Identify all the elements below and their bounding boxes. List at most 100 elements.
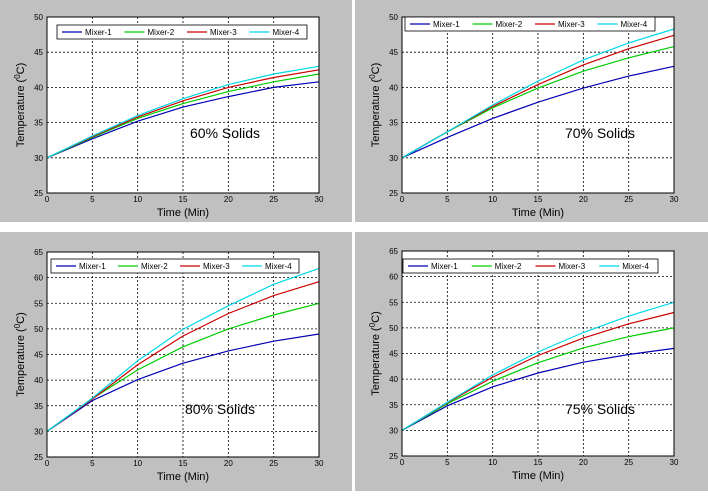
x-tick-label: 20 bbox=[224, 195, 233, 204]
grid-lines bbox=[47, 17, 319, 193]
y-tick-label: 50 bbox=[389, 13, 398, 22]
legend-label: Mixer-1 bbox=[85, 28, 112, 37]
legend: Mixer-1 Mixer-2 Mixer-3 Mixer-4 bbox=[402, 258, 659, 274]
legend-label: Mixer-3 bbox=[203, 262, 230, 271]
legend-label: Mixer-1 bbox=[433, 20, 460, 29]
series-line-mixer-1 bbox=[401, 347, 675, 431]
legend-label: Mixer-2 bbox=[148, 28, 175, 37]
legend: Mixer-1 Mixer-2 Mixer-3 Mixer-4 bbox=[56, 24, 308, 40]
series-line-mixer-1 bbox=[401, 65, 675, 159]
solids-annotation: 75% Solids bbox=[565, 401, 635, 417]
grid-lines bbox=[402, 251, 674, 456]
x-tick-label: 5 bbox=[445, 458, 450, 467]
x-tick-label: 10 bbox=[488, 458, 497, 467]
x-tick-label: 25 bbox=[624, 458, 633, 467]
grid-lines bbox=[402, 17, 674, 193]
y-axis-label: Temperature (0C) bbox=[368, 63, 383, 148]
x-tick-label: 0 bbox=[45, 459, 50, 468]
y-tick-label: 60 bbox=[389, 273, 398, 282]
y-tick-label: 45 bbox=[34, 351, 43, 360]
legend-label: Mixer-2 bbox=[495, 262, 522, 271]
x-tick-label: 15 bbox=[534, 458, 543, 467]
legend-box bbox=[404, 16, 656, 32]
chart-panel-80-solids: 0 5 10 15 20 25 30 25 30 35 40 45 50 55 60 65 Mixer-1 Mix… bbox=[0, 232, 352, 491]
legend-label: Mixer-4 bbox=[273, 28, 300, 37]
x-tick-label: 5 bbox=[445, 195, 450, 204]
legend-label: Mixer-4 bbox=[622, 262, 649, 271]
legend-label: Mixer-3 bbox=[210, 28, 237, 37]
y-tick-label: 25 bbox=[34, 453, 43, 462]
x-axis-label: Time (Min) bbox=[157, 207, 209, 219]
legend-label: Mixer-3 bbox=[559, 262, 586, 271]
legend-label: Mixer-4 bbox=[265, 262, 292, 271]
x-tick-label: 15 bbox=[534, 195, 543, 204]
x-tick-label: 30 bbox=[315, 195, 324, 204]
x-tick-label: 10 bbox=[133, 195, 142, 204]
axes-box bbox=[46, 16, 320, 194]
chart-panel-60-solids: 0 5 10 15 20 25 30 25 30 35 40 45 50 Mixer-1 Mixer-2 Mi… bbox=[0, 0, 352, 222]
y-tick-label: 50 bbox=[34, 325, 43, 334]
legend-label: Mixer-4 bbox=[621, 20, 648, 29]
y-tick-label: 50 bbox=[389, 324, 398, 333]
series-line-mixer-2 bbox=[401, 327, 675, 431]
y-tick-label: 45 bbox=[389, 48, 398, 57]
legend-label: Mixer-1 bbox=[79, 262, 106, 271]
y-tick-label: 35 bbox=[34, 119, 43, 128]
y-tick-label: 65 bbox=[34, 248, 43, 257]
grid-lines bbox=[47, 252, 319, 457]
x-axis-label: Time (Min) bbox=[512, 207, 564, 219]
x-tick-label: 0 bbox=[400, 195, 405, 204]
y-tick-label: 25 bbox=[389, 452, 398, 461]
x-tick-label: 5 bbox=[90, 195, 95, 204]
x-tick-label: 10 bbox=[488, 195, 497, 204]
series-line-mixer-2 bbox=[46, 73, 320, 159]
series-line-mixer-3 bbox=[46, 69, 320, 159]
y-tick-label: 40 bbox=[389, 83, 398, 92]
x-tick-label: 30 bbox=[670, 458, 679, 467]
x-axis-label: Time (Min) bbox=[512, 470, 564, 482]
x-tick-label: 15 bbox=[179, 195, 188, 204]
series-line-mixer-1 bbox=[46, 81, 320, 159]
legend-box bbox=[56, 24, 308, 40]
chart-panel-75-solids: 0 5 10 15 20 25 30 25 30 35 40 45 50 55 60 65 Mixer-1 Mix… bbox=[355, 232, 708, 491]
x-axis-label: Time (Min) bbox=[157, 471, 209, 483]
x-tick-label: 10 bbox=[133, 459, 142, 468]
chart-panel-70-solids: 0 5 10 15 20 25 30 25 30 35 40 45 50 Mixer-1 Mixer-2 Mi… bbox=[355, 0, 708, 222]
x-tick-label: 20 bbox=[579, 458, 588, 467]
x-tick-label: 0 bbox=[400, 458, 405, 467]
x-tick-label: 0 bbox=[45, 195, 50, 204]
y-tick-label: 30 bbox=[34, 154, 43, 163]
axes-box bbox=[46, 251, 320, 458]
y-axis-label: Temperature (0C) bbox=[13, 312, 28, 397]
series-line-mixer-3 bbox=[46, 281, 320, 432]
x-tick-label: 25 bbox=[269, 195, 278, 204]
y-tick-label: 25 bbox=[389, 189, 398, 198]
y-tick-label: 40 bbox=[34, 376, 43, 385]
y-tick-label: 55 bbox=[389, 298, 398, 307]
y-tick-label: 35 bbox=[389, 401, 398, 410]
y-tick-label: 35 bbox=[34, 402, 43, 411]
solids-annotation: 80% Solids bbox=[185, 401, 255, 417]
series-line-mixer-4 bbox=[46, 267, 320, 432]
y-tick-label: 45 bbox=[389, 350, 398, 359]
x-tick-label: 30 bbox=[315, 459, 324, 468]
y-tick-label: 60 bbox=[34, 274, 43, 283]
legend: Mixer-1 Mixer-2 Mixer-3 Mixer-4 bbox=[404, 16, 656, 32]
x-tick-label: 20 bbox=[579, 195, 588, 204]
series-line-mixer-1 bbox=[46, 333, 320, 432]
x-tick-label: 15 bbox=[179, 459, 188, 468]
x-tick-label: 20 bbox=[224, 459, 233, 468]
y-tick-label: 30 bbox=[389, 154, 398, 163]
y-tick-label: 30 bbox=[389, 426, 398, 435]
legend-label: Mixer-1 bbox=[431, 262, 458, 271]
y-axis-label: Temperature (0C) bbox=[368, 311, 383, 396]
x-tick-label: 5 bbox=[90, 459, 95, 468]
y-tick-label: 45 bbox=[34, 48, 43, 57]
solids-annotation: 70% Solids bbox=[565, 125, 635, 141]
x-tick-label: 30 bbox=[670, 195, 679, 204]
legend-box bbox=[402, 258, 659, 274]
